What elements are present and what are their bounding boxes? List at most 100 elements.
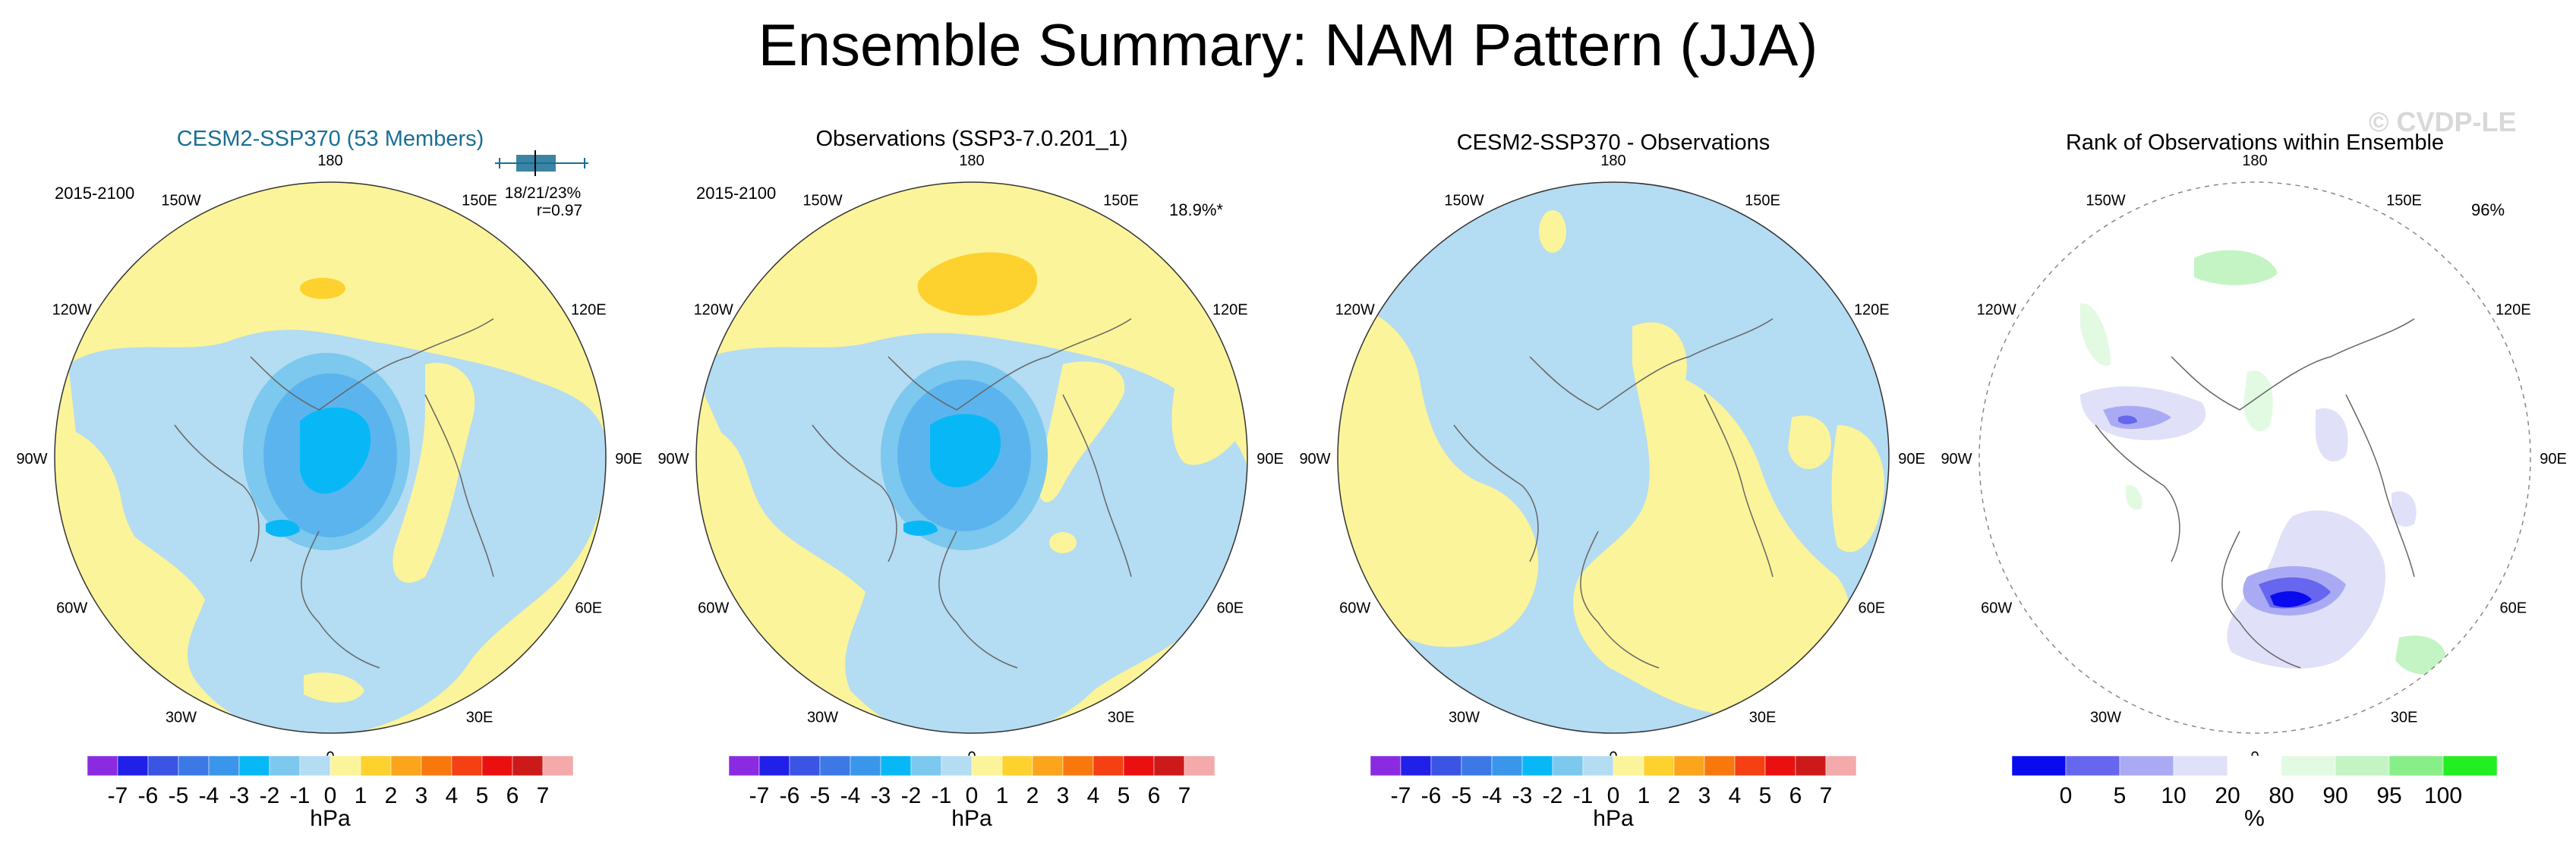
colorbar-tick-label: 3 — [415, 783, 428, 808]
colorbar-swatch — [87, 755, 118, 776]
colorbar-tick-label: -5 — [1452, 783, 1472, 808]
colorbar-swatch — [299, 755, 331, 776]
colorbar-swatch — [208, 755, 240, 776]
colorbar-tick-label: 0 — [324, 783, 337, 808]
colorbar-swatch — [2173, 755, 2228, 776]
colorbar-swatch — [1552, 755, 1584, 776]
panel-title: CESM2-SSP370 (53 Members) — [177, 127, 484, 151]
colorbar-tick-label: 7 — [1820, 783, 1833, 808]
colorbar-swatch — [941, 755, 973, 776]
colorbar-swatch — [1582, 755, 1614, 776]
colorbar-tick-label: 80 — [2269, 783, 2294, 808]
period-label: 2015-2100 — [696, 184, 776, 203]
panel-rank: Rank of Observations within Ensemble 96% — [1979, 131, 2531, 734]
lon-label-lower-right: 30E — [2391, 709, 2418, 726]
colorbar-swatch — [1032, 755, 1064, 776]
positive-region — [1338, 304, 1539, 647]
colorbar-tick-label: 3 — [1057, 783, 1070, 808]
colorbar-swatch — [1370, 755, 1402, 776]
panel-difference: CESM2-SSP370 - Observations — [1337, 131, 1890, 734]
lon-label-mid-lower-right: 60E — [1217, 600, 1244, 617]
colorbar-swatch — [971, 755, 1003, 776]
colorbar-tick-label: 7 — [1178, 783, 1191, 808]
colorbar-swatch — [1613, 755, 1644, 776]
colorbar-swatch — [542, 755, 574, 776]
colorbar-unit-label: hPa — [951, 806, 992, 831]
colorbar-tick-label: -5 — [169, 783, 189, 808]
colorbar-swatch — [481, 755, 513, 776]
colorbar-tick-label: 5 — [2114, 783, 2127, 808]
colorbar-tick-label: -6 — [138, 783, 159, 808]
lon-label-mid-upper-left: 120W — [1977, 302, 2016, 319]
colorbar-tick-label: 6 — [1789, 783, 1802, 808]
colorbar-tick-label: 5 — [476, 783, 489, 808]
colorbar-swatch — [2281, 755, 2336, 776]
coastline — [2095, 318, 2415, 669]
lon-label-lower-left: 30W — [807, 709, 838, 726]
panel-ensemble-mean: CESM2-SSP370 (53 Members) 2015-2100 18/2… — [54, 127, 607, 734]
colorbar-swatch — [1491, 755, 1523, 776]
colorbar-tick-label: -6 — [780, 783, 800, 808]
colorbar-tick-label: -2 — [901, 783, 922, 808]
colorbar-tick-label: 95 — [2376, 783, 2401, 808]
colorbar-tick-label: 100 — [2424, 783, 2462, 808]
colorbar-swatch — [1184, 755, 1215, 776]
colorbar-swatch — [880, 755, 912, 776]
lon-label-top: 180 — [1600, 153, 1625, 169]
polar-map — [1338, 182, 1889, 733]
colorbar-tick-label: 1 — [996, 783, 1009, 808]
lon-label-upper-right: 150E — [462, 193, 497, 209]
coastline — [1453, 318, 1774, 669]
colorbar-tick-label: 7 — [537, 783, 550, 808]
colorbar-unit-label: % — [2244, 806, 2265, 831]
lon-label-right: 90E — [2540, 451, 2567, 468]
lon-label-lower-left: 30W — [166, 709, 197, 726]
lon-label-lower-right: 30E — [1749, 709, 1777, 726]
panel-title: Rank of Observations within Ensemble — [2066, 131, 2444, 155]
polar-map — [696, 182, 1247, 733]
lon-label-mid-lower-left: 60W — [56, 600, 87, 617]
colorbar-swatch — [910, 755, 942, 776]
lon-label-mid-upper-right: 120E — [1212, 302, 1248, 319]
colorbar-tick-label: 1 — [1638, 783, 1651, 808]
colorbar-tick-label: 10 — [2161, 783, 2186, 808]
colorbar-swatch — [360, 755, 392, 776]
lon-label-lower-left: 30W — [1449, 709, 1480, 726]
coastline — [174, 318, 494, 669]
colorbar-tick-label: -7 — [749, 783, 770, 808]
colorbar-1: -7 -6 -5 -4 -3 -2 -1 0 1 2 3 4 5 6 7 hPa — [87, 755, 574, 831]
colorbar-swatch — [512, 755, 544, 776]
colorbar-swatch — [1093, 755, 1124, 776]
colorbar-tick-label: -2 — [260, 783, 280, 808]
colorbar-tick-label: -2 — [1543, 783, 1563, 808]
lon-label-mid-upper-left: 120W — [694, 302, 733, 319]
colorbar-tick-label: 1 — [355, 783, 367, 808]
colorbar-tick-label: -3 — [1512, 783, 1533, 808]
colorbar-swatch — [1795, 755, 1827, 776]
colorbar-tick-label: 0 — [966, 783, 979, 808]
lon-label-upper-left: 150W — [1444, 193, 1483, 209]
lon-label-right: 90E — [615, 451, 642, 468]
colorbar-swatch — [238, 755, 270, 776]
colorbar-2: -7 -6 -5 -4 -3 -2 -1 0 1 2 3 4 5 6 7 hPa — [728, 755, 1215, 831]
lon-label-top: 180 — [2242, 153, 2267, 169]
lon-label-right: 90E — [1898, 451, 1925, 468]
colorbar-tick-label: -6 — [1421, 783, 1442, 808]
colorbar-tick-label: 3 — [1698, 783, 1711, 808]
colorbar-swatch — [1734, 755, 1766, 776]
colorbar-tick-label: -5 — [810, 783, 831, 808]
colorbar-tick-label: -4 — [1482, 783, 1502, 808]
lon-label-mid-lower-left: 60W — [698, 600, 729, 617]
colorbar-tick-label: 20 — [2215, 783, 2240, 808]
colorbar-swatch — [2065, 755, 2120, 776]
lon-label-left: 90W — [16, 451, 47, 468]
lon-label-mid-upper-left: 120W — [52, 302, 92, 319]
colorbar-tick-label: 2 — [385, 783, 398, 808]
lon-label-upper-right: 150E — [2386, 193, 2422, 209]
pattern-variance-label: 18.9%* — [1169, 200, 1223, 219]
colorbar-tick-label: -3 — [229, 783, 250, 808]
lon-label-lower-right: 30E — [466, 709, 493, 726]
lon-label-upper-right: 150E — [1103, 193, 1139, 209]
